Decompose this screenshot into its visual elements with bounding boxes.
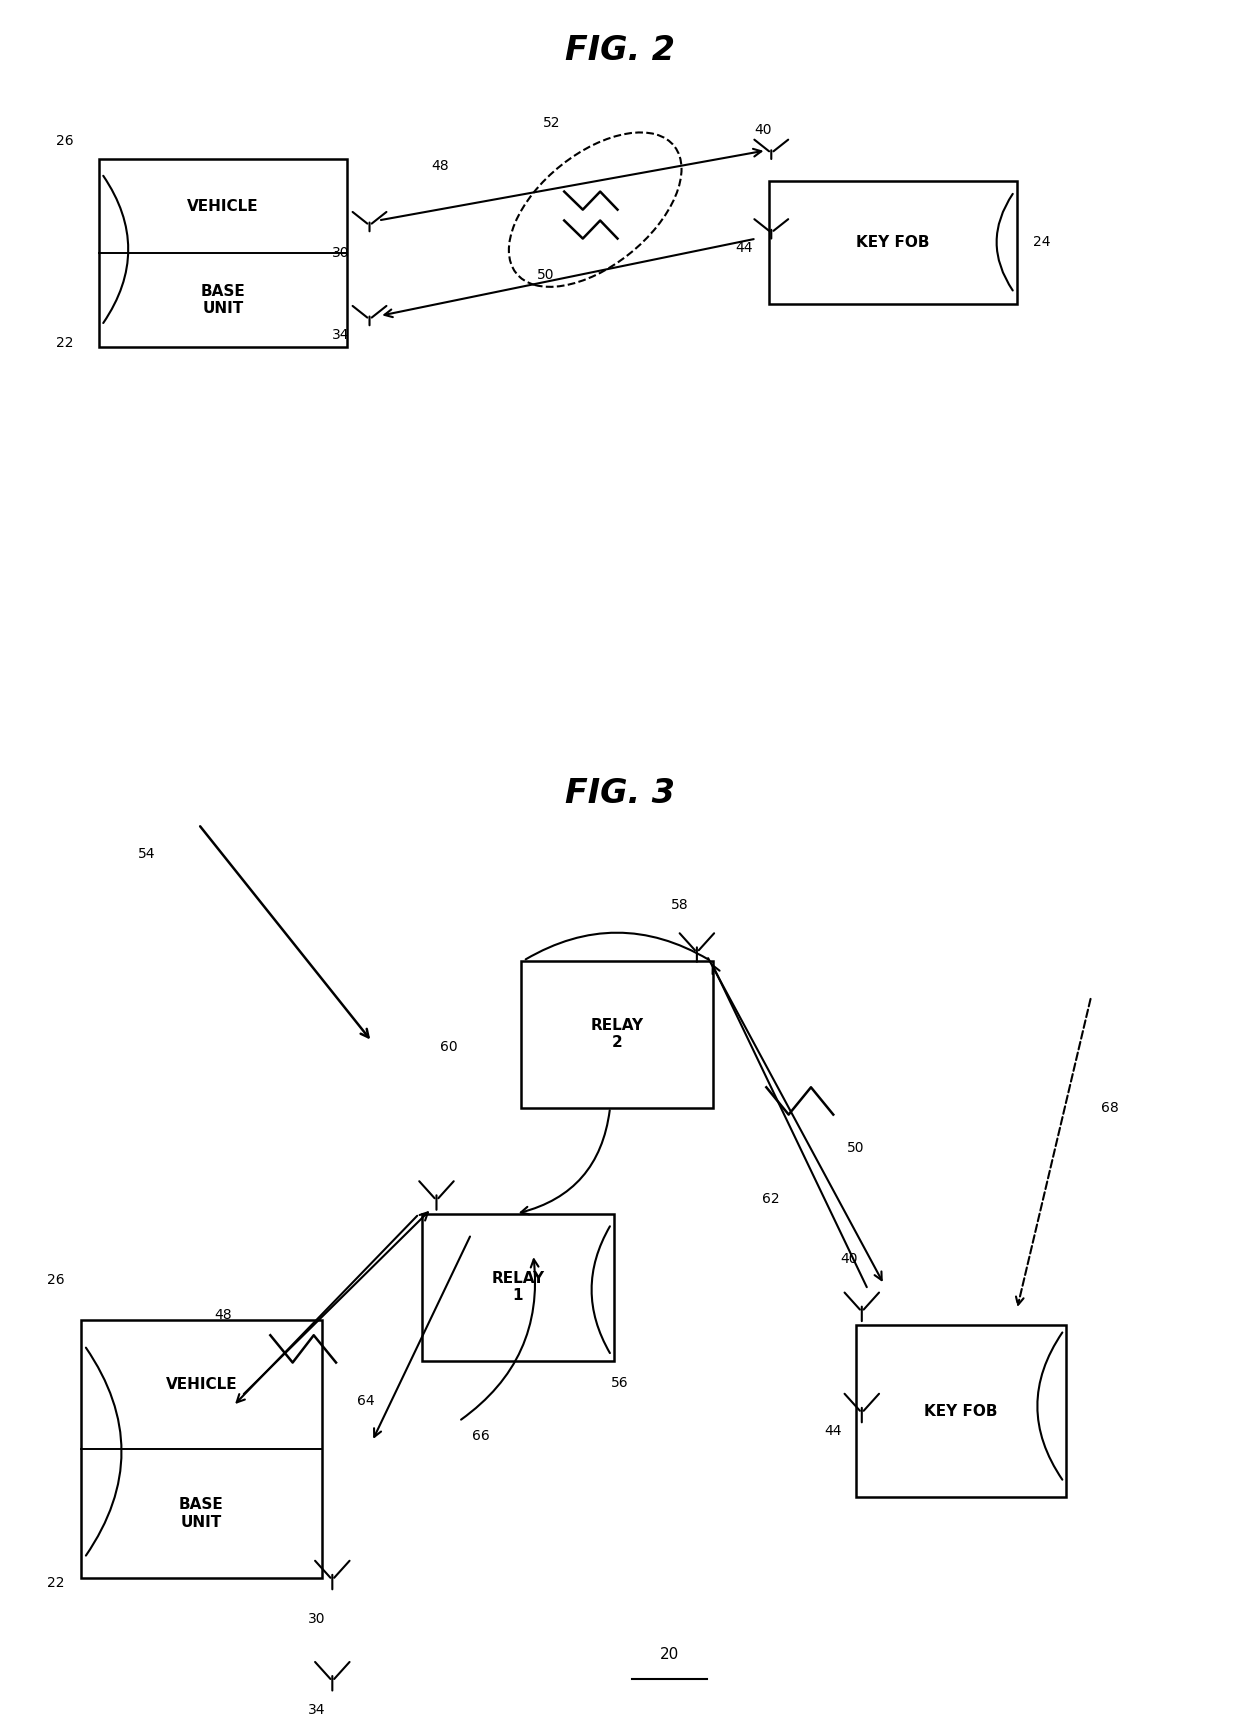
Text: 22: 22 <box>56 337 73 350</box>
Text: 22: 22 <box>47 1575 64 1591</box>
Text: 56: 56 <box>611 1376 629 1390</box>
Text: 44: 44 <box>735 241 753 255</box>
Text: 40: 40 <box>754 123 771 137</box>
Text: 50: 50 <box>537 267 554 281</box>
Text: 50: 50 <box>847 1142 864 1156</box>
Text: BASE
UNIT: BASE UNIT <box>179 1497 224 1530</box>
Text: 26: 26 <box>56 134 73 147</box>
Bar <box>856 1326 1066 1497</box>
Bar <box>521 961 713 1107</box>
Text: 20: 20 <box>660 1647 680 1662</box>
Text: FIG. 3: FIG. 3 <box>565 777 675 810</box>
Text: 58: 58 <box>671 899 688 913</box>
Text: 30: 30 <box>308 1612 325 1626</box>
Text: 54: 54 <box>138 847 155 862</box>
Text: KEY FOB: KEY FOB <box>856 234 930 250</box>
Text: RELAY
2: RELAY 2 <box>590 1018 644 1050</box>
Text: 64: 64 <box>357 1393 374 1409</box>
Text: 34: 34 <box>332 328 350 342</box>
Text: VEHICLE: VEHICLE <box>187 198 259 213</box>
Text: 48: 48 <box>432 160 449 174</box>
Text: RELAY
1: RELAY 1 <box>491 1272 544 1303</box>
Bar <box>99 160 347 347</box>
Text: 68: 68 <box>1101 1100 1118 1114</box>
Text: 52: 52 <box>543 116 560 130</box>
Text: 60: 60 <box>440 1039 458 1053</box>
Text: FIG. 2: FIG. 2 <box>565 35 675 68</box>
Text: BASE
UNIT: BASE UNIT <box>201 285 246 316</box>
Text: VEHICLE: VEHICLE <box>166 1378 237 1391</box>
Text: 66: 66 <box>472 1430 490 1444</box>
Bar <box>81 1320 322 1579</box>
Bar <box>769 180 1017 304</box>
Text: 24: 24 <box>1033 236 1050 250</box>
Text: KEY FOB: KEY FOB <box>924 1404 998 1419</box>
Text: 44: 44 <box>825 1424 842 1438</box>
Text: 62: 62 <box>763 1192 780 1206</box>
Text: 26: 26 <box>47 1272 64 1287</box>
Text: 48: 48 <box>215 1308 232 1322</box>
Text: 30: 30 <box>332 246 350 260</box>
Text: 34: 34 <box>308 1702 325 1716</box>
Bar <box>422 1214 614 1360</box>
Text: 40: 40 <box>841 1253 858 1267</box>
